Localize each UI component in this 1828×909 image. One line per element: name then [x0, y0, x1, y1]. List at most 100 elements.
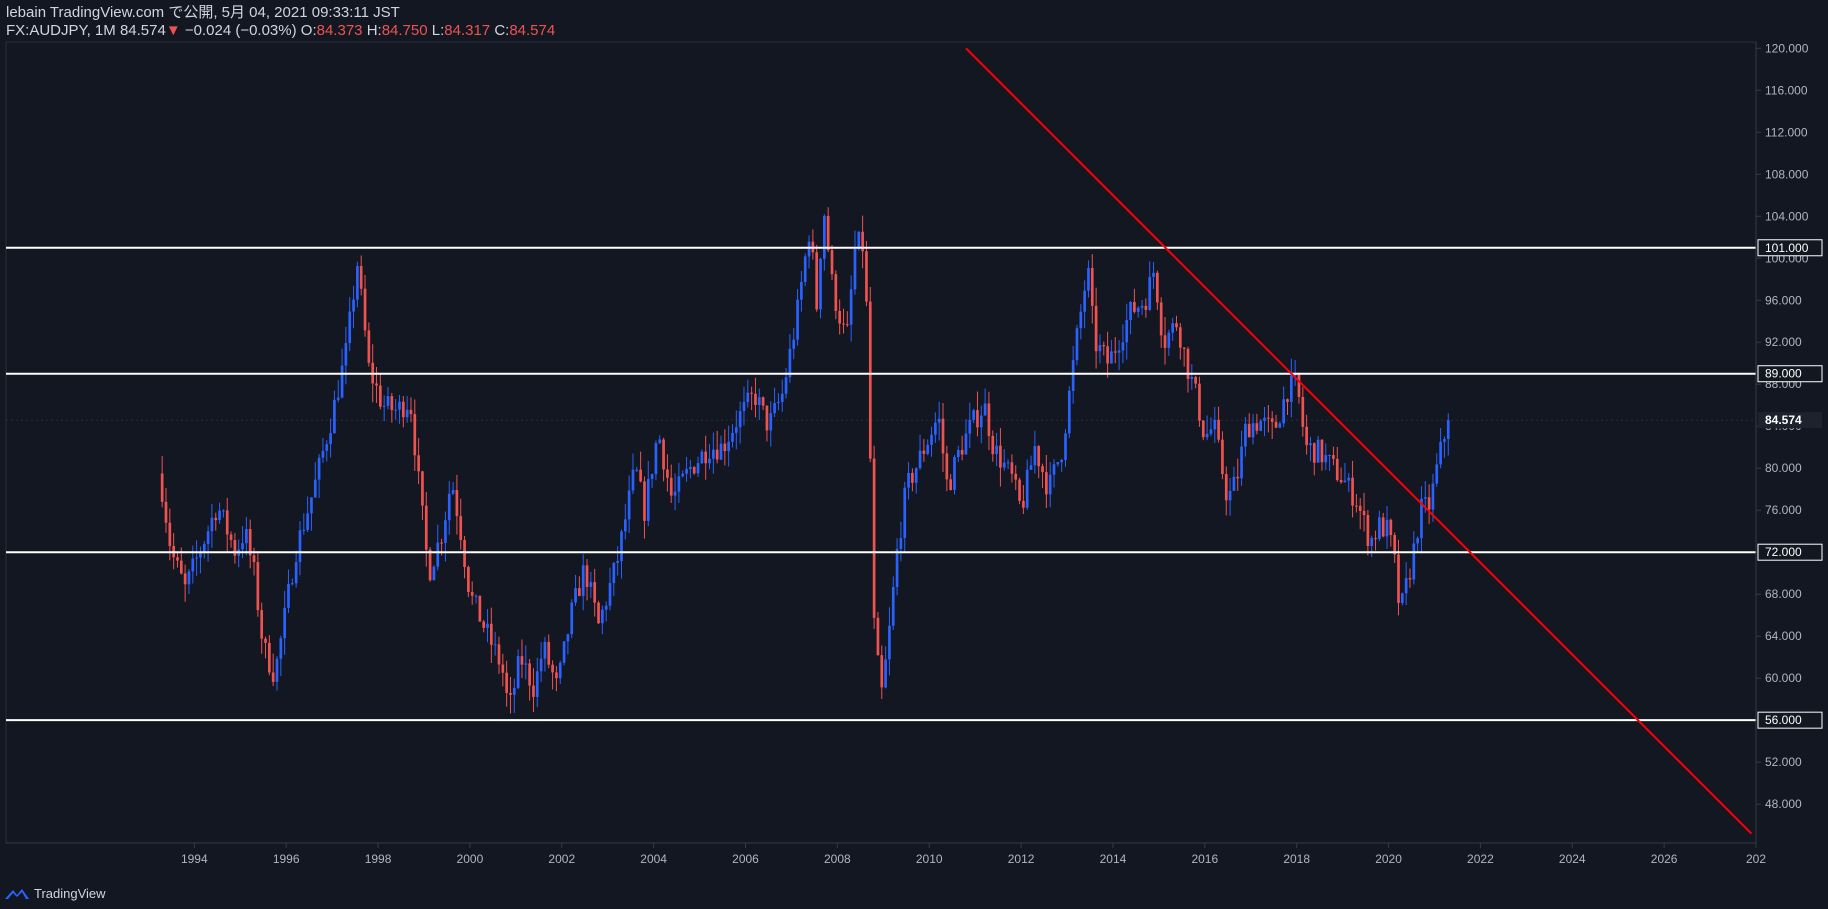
candle: [1309, 436, 1312, 462]
candle: [501, 653, 505, 687]
candle: [562, 641, 566, 666]
candle: [1140, 299, 1144, 316]
candle: [635, 466, 639, 473]
candle: [195, 540, 198, 576]
candle: [1259, 418, 1263, 432]
candle: [394, 399, 397, 420]
candle: [712, 432, 715, 474]
candle: [222, 509, 225, 518]
candle: [497, 636, 501, 674]
candle: [662, 437, 665, 482]
y-tick-label: 92.000: [1765, 335, 1802, 349]
price-axis[interactable]: 120.000116.000112.000108.000104.000100.0…: [1755, 41, 1823, 843]
x-tick-label: 2006: [732, 852, 759, 866]
candle: [424, 491, 428, 567]
candle: [888, 607, 891, 676]
high-label: H:: [366, 22, 382, 39]
candle: [578, 576, 581, 597]
candle: [532, 668, 535, 713]
candle: [1366, 509, 1370, 556]
candle: [746, 379, 750, 408]
candle: [1316, 435, 1320, 463]
candle: [991, 430, 995, 462]
candle: [493, 631, 497, 656]
candle: [218, 502, 221, 524]
candle: [321, 437, 325, 463]
candle: [876, 612, 880, 656]
candle: [650, 473, 654, 488]
candle: [524, 645, 528, 680]
candle: [872, 445, 876, 629]
candle: [447, 481, 451, 535]
candle: [987, 391, 991, 451]
candle: [1010, 454, 1014, 483]
candle: [490, 607, 493, 663]
candle: [283, 591, 286, 655]
level-price-label: 72.000: [1765, 545, 1802, 559]
candle: [1328, 454, 1331, 471]
candle: [486, 609, 489, 643]
x-tick-label: 2010: [916, 852, 943, 866]
candle: [520, 639, 524, 679]
candle: [1374, 530, 1377, 551]
candle: [934, 412, 937, 443]
candle: [1228, 478, 1232, 516]
candle: [685, 456, 688, 482]
y-tick-label: 120.000: [1765, 41, 1809, 55]
trendline-layer: [965, 47, 1753, 835]
candle: [1404, 562, 1408, 606]
candle: [1102, 341, 1106, 356]
candle: [417, 438, 420, 485]
candle: [558, 660, 562, 685]
candle: [1347, 473, 1351, 492]
candle: [1446, 413, 1450, 456]
candle: [1443, 436, 1446, 458]
candle: [765, 405, 769, 442]
candle: [1263, 407, 1266, 437]
level-price-tag-1: [1757, 365, 1823, 383]
y-tick-label: 52.000: [1765, 755, 1802, 769]
trendline[interactable]: [965, 47, 1753, 835]
candle: [788, 334, 792, 383]
candle: [187, 569, 191, 595]
candle: [1255, 413, 1259, 435]
candle: [853, 230, 857, 295]
candle: [535, 657, 539, 708]
candle: [375, 366, 378, 403]
candle: [689, 459, 692, 479]
candle: [1358, 498, 1362, 530]
candle: [995, 432, 998, 467]
x-tick-label: 2012: [1008, 852, 1035, 866]
last-price-label: 84.574: [119, 22, 166, 39]
last-price-tag: [1758, 412, 1822, 429]
candle: [819, 257, 822, 319]
candle: [543, 636, 547, 672]
candle: [926, 439, 930, 456]
candle: [348, 297, 352, 352]
candle: [612, 561, 616, 597]
close-value: 84.574: [509, 22, 556, 39]
candle: [1125, 303, 1129, 360]
candle: [470, 581, 474, 605]
candle: [451, 482, 455, 495]
candle: [715, 430, 719, 464]
candle: [1182, 347, 1186, 367]
candle: [639, 451, 642, 483]
candle: [1267, 405, 1270, 433]
candle: [1236, 458, 1240, 491]
candle: [1110, 339, 1113, 364]
time-axis[interactable]: 1994 1996 1998 2000 2002 2004 2006 2008 2010 2012…: [6, 842, 1766, 866]
candle: [953, 454, 956, 495]
ohlc-line: FX:AUDJPY, 1M 84.574▼ −0.024 (−0.03%) O:…: [6, 22, 555, 40]
candle: [1393, 532, 1397, 563]
candle: [245, 517, 248, 556]
candle: [1221, 431, 1224, 480]
x-tick-label: 2020: [1375, 852, 1402, 866]
candle: [1224, 466, 1228, 516]
candle: [1022, 485, 1025, 515]
candle: [700, 449, 704, 465]
candle: [865, 240, 868, 307]
candle: [945, 445, 949, 492]
candle: [838, 299, 842, 335]
